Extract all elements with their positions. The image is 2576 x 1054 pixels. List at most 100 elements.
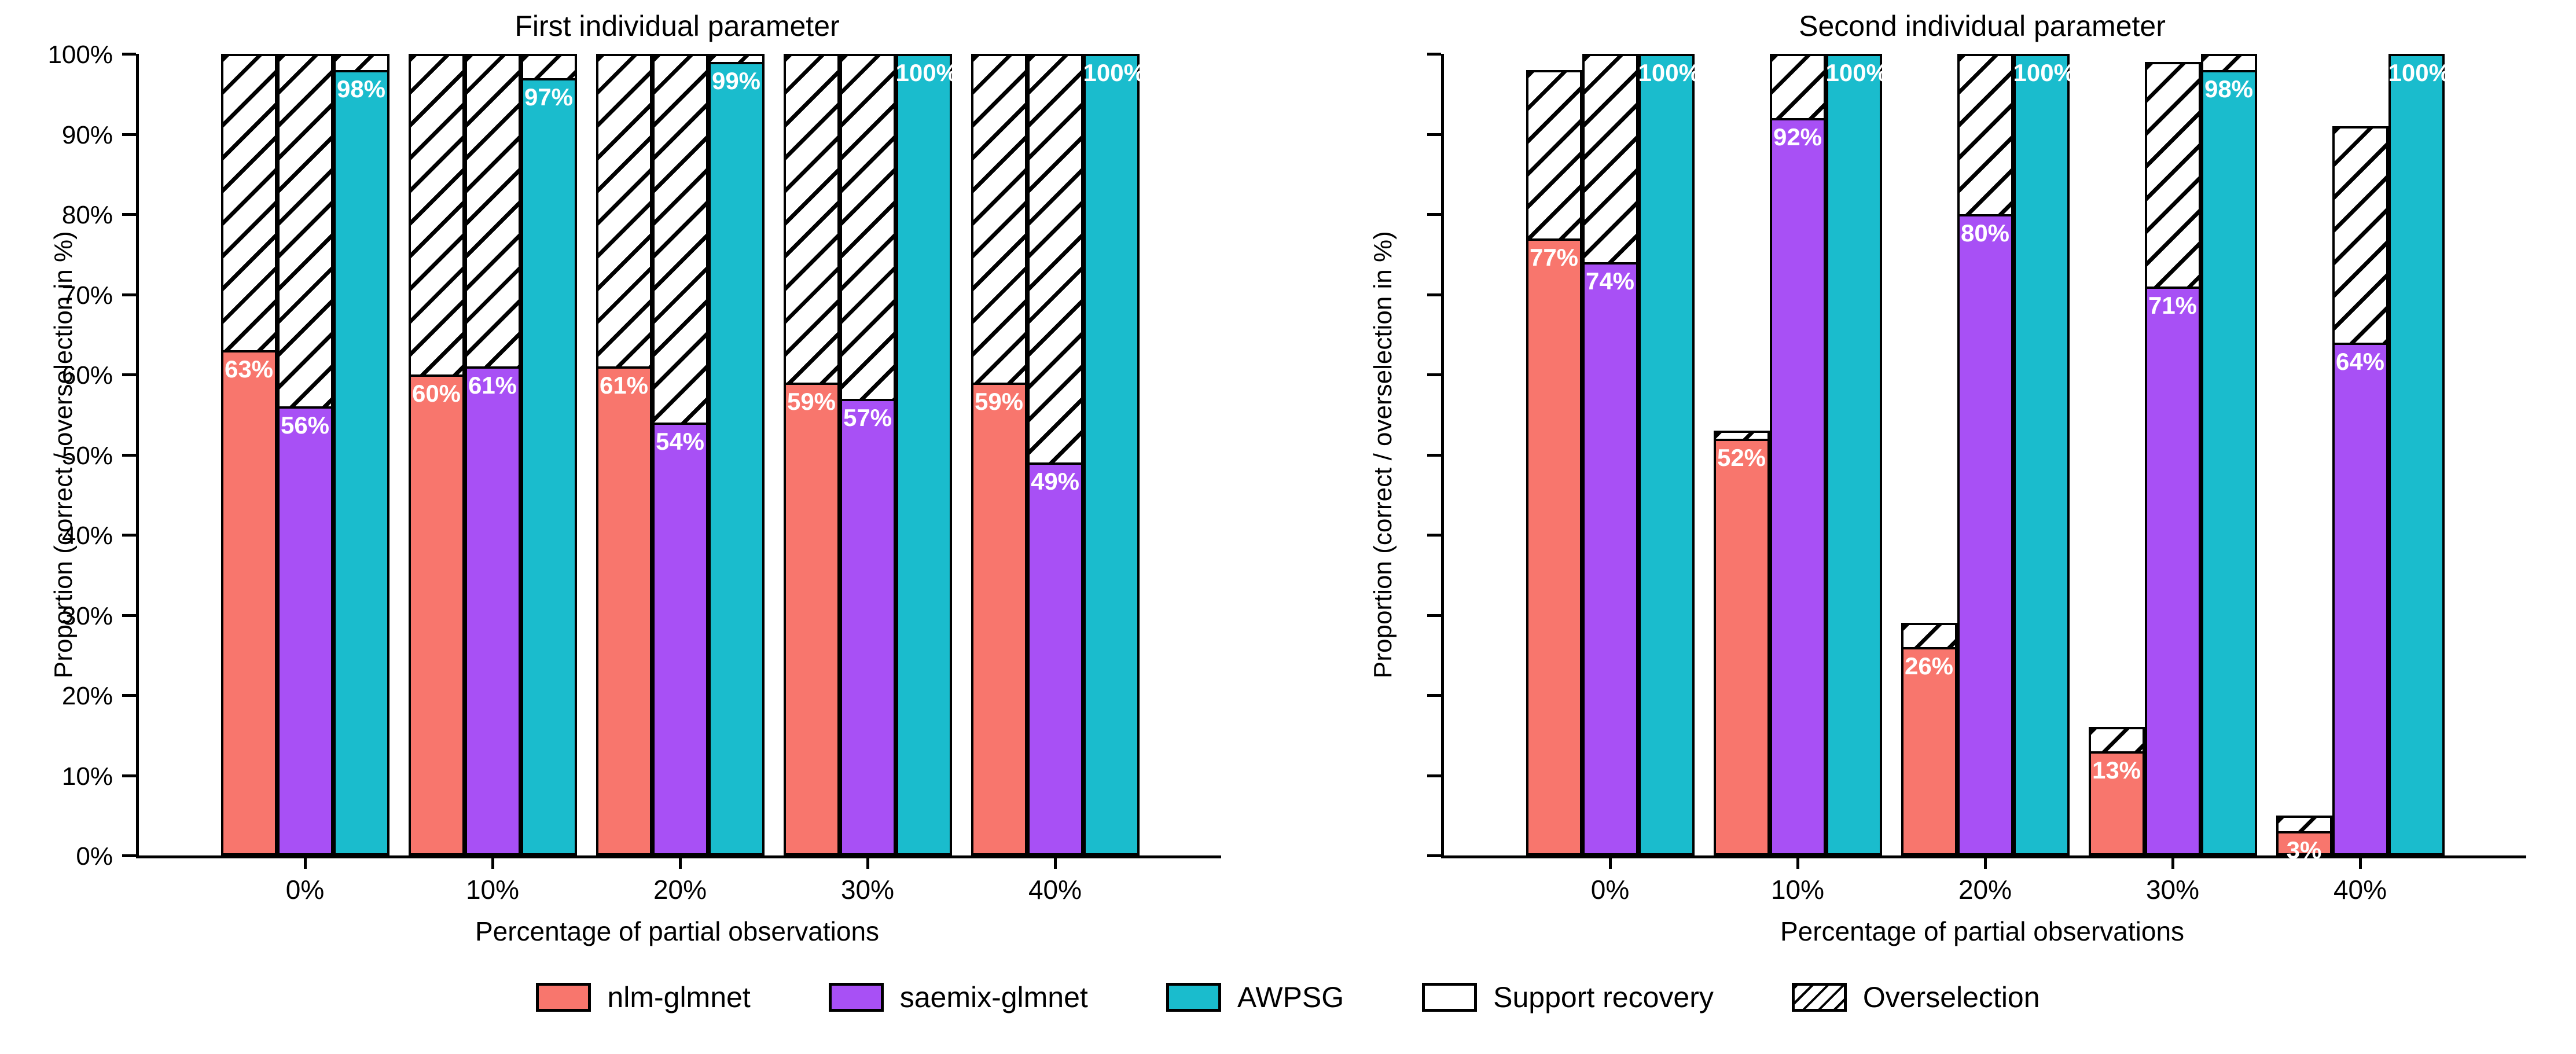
- y-tick: [122, 453, 136, 457]
- y-tick: [1427, 534, 1441, 537]
- bar-value-label: 54%: [655, 428, 705, 456]
- bar-nlm-glmnet-40%: [971, 382, 1027, 855]
- bar-saemix-glmnet-20%: [1957, 214, 2013, 855]
- bar-AWPSG-20%: [708, 61, 765, 855]
- legend-swatch: [1791, 983, 1847, 1012]
- overselection-segment-saemix-glmnet-0%: [277, 54, 333, 409]
- overselection-segment-AWPSG-10%: [520, 54, 577, 80]
- bar-value-label: 26%: [1904, 652, 1954, 680]
- bar-AWPSG-40%: [1083, 54, 1140, 855]
- bar-value-label: 52%: [1717, 443, 1766, 471]
- x-tick: [1796, 858, 1799, 869]
- overselection-segment-saemix-glmnet-0%: [1582, 54, 1638, 265]
- bar-value-label: 97%: [524, 83, 574, 111]
- bar-nlm-glmnet-0%: [221, 350, 277, 855]
- x-tick-label: 30%: [840, 875, 895, 905]
- bar-value-label: 74%: [1585, 267, 1635, 295]
- y-tick: [1427, 774, 1441, 777]
- y-tick: [1427, 293, 1441, 296]
- bar-value-label: 13%: [2092, 756, 2141, 784]
- y-tick-label: 60%: [61, 361, 113, 390]
- bar-AWPSG-0%: [1638, 54, 1695, 855]
- bar-AWPSG-30%: [895, 54, 952, 855]
- x-tick: [2359, 858, 2362, 869]
- y-tick: [1427, 133, 1441, 136]
- bar-value-label: 71%: [2148, 291, 2197, 319]
- y-tick-label: 0%: [76, 842, 113, 871]
- x-tick-label: 40%: [1028, 875, 1082, 905]
- y-tick: [1427, 694, 1441, 697]
- bar-saemix-glmnet-40%: [2332, 342, 2388, 855]
- bar-nlm-glmnet-30%: [783, 382, 840, 855]
- bar-value-label: 100%: [1638, 59, 1700, 86]
- legend-label: AWPSG: [1237, 981, 1344, 1013]
- bar-value-label: 61%: [468, 372, 517, 399]
- x-tick-label: 0%: [285, 875, 325, 905]
- y-axis-label-second: Proportion (correct / overselection in %…: [1369, 231, 1397, 678]
- bar-AWPSG-10%: [1825, 54, 1882, 855]
- overselection-segment-nlm-glmnet-30%: [2088, 727, 2145, 754]
- legend-swatch: [1422, 983, 1478, 1012]
- legend: nlm-glmnet saemix-glmnet AWPSG Support reco…: [0, 980, 2576, 1014]
- y-tick: [1427, 213, 1441, 216]
- bar-value-label: 92%: [1773, 123, 1822, 150]
- x-tick-label: 10%: [465, 875, 520, 905]
- bar-nlm-glmnet-40%: [2276, 831, 2332, 855]
- y-tick: [122, 854, 136, 857]
- bar-value-label: 3%: [2286, 836, 2322, 864]
- x-tick-label: 40%: [2333, 875, 2387, 905]
- panel-title-first: First individual parameter: [515, 10, 840, 42]
- x-tick: [304, 858, 307, 869]
- overselection-segment-saemix-glmnet-20%: [652, 54, 708, 425]
- y-tick: [1427, 53, 1441, 56]
- overselection-segment-saemix-glmnet-10%: [1769, 54, 1826, 120]
- bar-value-label: 63%: [224, 355, 274, 383]
- bar-AWPSG-40%: [2388, 54, 2445, 855]
- bar-saemix-glmnet-30%: [839, 398, 896, 855]
- legend-item-support-recovery: Support recovery: [1422, 980, 1714, 1014]
- x-tick: [2171, 858, 2174, 869]
- y-tick-label: 50%: [61, 441, 113, 470]
- overselection-segment-nlm-glmnet-20%: [596, 54, 652, 369]
- overselection-segment-AWPSG-0%: [333, 54, 389, 72]
- y-tick: [1427, 373, 1441, 376]
- legend-item-overselection: Overselection: [1791, 980, 2040, 1014]
- legend-item-nlm-glmnet: nlm-glmnet: [536, 980, 751, 1014]
- y-tick: [122, 774, 136, 777]
- bar-AWPSG-10%: [520, 78, 577, 855]
- bar-nlm-glmnet-30%: [2088, 751, 2145, 855]
- bar-nlm-glmnet-20%: [596, 366, 652, 855]
- bar-value-label: 64%: [2335, 347, 2385, 375]
- overselection-segment-nlm-glmnet-30%: [783, 54, 840, 385]
- bar-value-label: 61%: [599, 372, 649, 399]
- bar-AWPSG-0%: [333, 69, 389, 855]
- x-tick: [491, 858, 494, 869]
- y-tick: [122, 694, 136, 697]
- bar-value-label: 77%: [1529, 243, 1579, 271]
- legend-label: saemix-glmnet: [899, 981, 1088, 1013]
- bar-nlm-glmnet-10%: [408, 374, 465, 855]
- bar-value-label: 59%: [974, 387, 1024, 415]
- bar-value-label: 99%: [711, 67, 761, 94]
- y-tick-label: 40%: [61, 522, 113, 550]
- y-tick-label: 100%: [47, 41, 113, 69]
- y-tick: [1427, 614, 1441, 617]
- overselection-segment-nlm-glmnet-20%: [1901, 623, 1957, 649]
- bar-saemix-glmnet-40%: [1027, 462, 1083, 855]
- legend-item-saemix-glmnet: saemix-glmnet: [828, 980, 1088, 1014]
- overselection-segment-saemix-glmnet-30%: [839, 54, 896, 401]
- x-tick-label: 0%: [1590, 875, 1630, 905]
- y-tick-label: 70%: [61, 281, 113, 310]
- bar-value-label: 100%: [895, 59, 958, 86]
- x-tick-label: 20%: [1958, 875, 2012, 905]
- overselection-segment-saemix-glmnet-20%: [1957, 54, 2013, 216]
- y-tick-label: 10%: [61, 762, 113, 791]
- y-tick: [1427, 854, 1441, 857]
- bar-AWPSG-20%: [2013, 54, 2070, 855]
- x-tick: [679, 858, 682, 869]
- overselection-segment-saemix-glmnet-10%: [464, 54, 521, 369]
- y-tick-label: 80%: [61, 201, 113, 229]
- bar-value-label: 100%: [1825, 59, 1888, 86]
- bar-nlm-glmnet-0%: [1526, 238, 1582, 855]
